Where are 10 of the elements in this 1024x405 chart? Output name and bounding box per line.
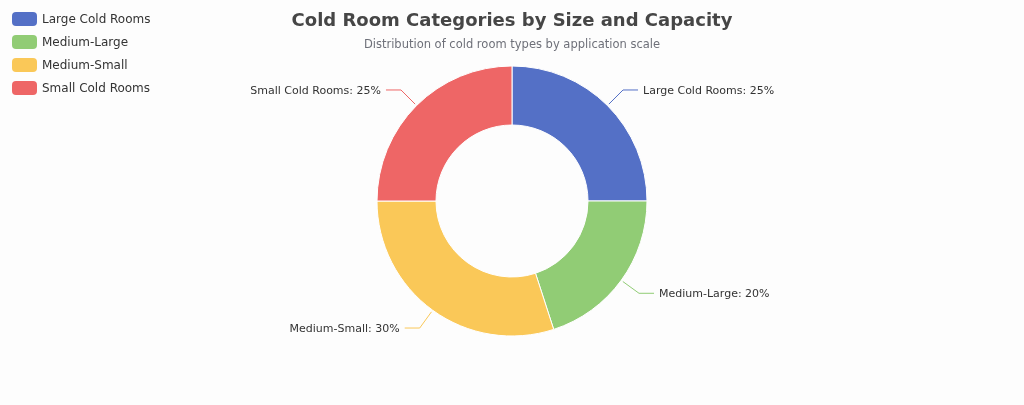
text: Distribution of cold room types by application scale: [363, 37, 661, 51]
data-label: Small Cold Rooms: 25%: [250, 83, 381, 97]
data-label: Medium-Small: 30%: [289, 322, 400, 336]
legend-label: Medium-Small: [42, 58, 128, 72]
legend-label: Large Cold Rooms: [42, 12, 151, 26]
legend-label: Small Cold Rooms: [42, 81, 151, 95]
data-label: Medium-Large: 20%: [659, 287, 770, 301]
legend-label: Medium-Large: [42, 35, 129, 49]
chart-title: Cold Room Categories by Size and Capacity: [291, 9, 733, 30]
data-label: Large Cold Rooms: 25%: [643, 83, 775, 97]
